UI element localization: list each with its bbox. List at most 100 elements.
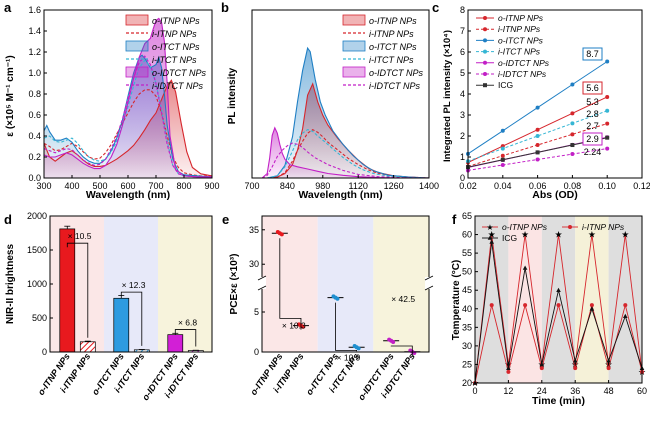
ratio-bracket	[335, 302, 358, 352]
y-tick-label: 35	[249, 225, 259, 235]
x-tick-label: 1400	[419, 181, 439, 191]
y-tick-label: 0.8	[28, 89, 41, 99]
data-point	[500, 146, 505, 151]
y-tick-label: 0	[460, 173, 465, 183]
data-point	[570, 152, 575, 157]
y-tick-label: 0	[42, 347, 47, 357]
legend-label: i-IDTCT NPs	[498, 69, 547, 79]
group-band	[317, 216, 374, 352]
data-point	[506, 369, 511, 374]
legend-label: o-IDTCT NPs	[498, 58, 550, 68]
legend-label: o-ITNP NPs	[498, 13, 544, 23]
data-point: ★	[521, 230, 529, 240]
data-point	[570, 111, 575, 116]
data-point	[605, 121, 610, 126]
ratio-bracket	[174, 329, 197, 347]
panel-label: b	[221, 0, 229, 15]
x-tick-label: 24	[537, 386, 547, 396]
time-band	[541, 216, 576, 383]
data-point: ★	[488, 230, 496, 240]
data-point	[589, 306, 595, 311]
x-tick-label: 300	[36, 181, 51, 191]
data-point: ★	[554, 230, 562, 240]
x-tick-label: 1120	[349, 181, 368, 191]
legend-label: ICG	[498, 80, 513, 90]
y-tick-label: 1.0	[28, 68, 41, 78]
ratio-bracket	[66, 242, 89, 338]
y-tick-label: 30	[462, 341, 472, 351]
panel-label: d	[4, 212, 12, 227]
plot-frame	[467, 9, 643, 179]
y-axis-label: Integrated PL intensity (×10⁴)	[442, 30, 453, 162]
legend-swatch	[342, 66, 366, 78]
x-tick-label: 48	[604, 386, 614, 396]
y-tick-label: 4	[460, 89, 465, 99]
x-tick-label: 36	[570, 386, 580, 396]
y-tick-label: 35	[462, 322, 472, 332]
data-point	[605, 135, 610, 140]
x-tick-label: 0.12	[633, 181, 650, 191]
data-point	[606, 358, 611, 363]
time-band	[608, 216, 642, 383]
legend-marker	[483, 27, 487, 32]
y-axis-label: ε (×10⁵ M⁻¹ cm⁻¹)	[5, 55, 16, 136]
bar	[113, 297, 130, 353]
legend-label: i-ITNP NPs	[152, 29, 197, 39]
x-axis-label: Wavelength (nm)	[86, 189, 170, 201]
data-point	[335, 296, 340, 301]
legend-label: o-IDTCT NPs	[152, 68, 207, 78]
legend-swatch	[125, 66, 149, 78]
y-tick-label: 1000	[27, 279, 47, 289]
group-band	[373, 216, 429, 352]
panel-d: × 10.5× 12.3× 6.80500100015002000o-ITNP …	[4, 211, 213, 402]
y-tick-label: 500	[32, 313, 47, 323]
y-tick-label: 1	[460, 152, 465, 162]
legend-label: o-ITNP NPs	[502, 222, 548, 232]
time-band	[575, 216, 609, 383]
x-tick-label: 0.06	[529, 181, 547, 191]
data-point	[570, 121, 575, 126]
x-tick-label: 0.04	[494, 181, 512, 191]
data-point	[489, 239, 494, 244]
slope-label: 2.9	[586, 134, 599, 144]
y-axis-label: Temperature (°C)	[451, 260, 462, 341]
time-band	[508, 216, 542, 383]
data-point	[605, 94, 610, 99]
data-point	[489, 303, 494, 308]
legend-marker	[483, 16, 487, 20]
x-tick-label: 600	[120, 181, 135, 191]
legend-label: ICG	[502, 233, 517, 243]
y-tick-label: 30	[249, 259, 259, 269]
slope-label: 2.7	[586, 121, 599, 131]
data-point	[535, 143, 540, 148]
data-point	[535, 127, 540, 132]
data-point	[556, 287, 561, 293]
data-point	[589, 303, 594, 308]
data-point	[623, 303, 628, 308]
data-point	[605, 108, 610, 113]
series-line	[43, 55, 212, 178]
data-point	[300, 324, 305, 329]
series-line	[252, 128, 430, 179]
x-tick-label: 12	[503, 386, 513, 396]
y-tick-label: 1.4	[28, 26, 41, 36]
legend-marker	[483, 72, 487, 76]
x-tick-label: 500	[92, 181, 107, 191]
legend-swatch	[342, 14, 366, 26]
legend-marker	[483, 60, 487, 65]
legend-label: o-IDTCT NPs	[369, 68, 424, 78]
x-tick-label: 0.10	[598, 181, 616, 191]
ratio-bracket	[279, 238, 302, 330]
axis-break	[257, 275, 267, 281]
legend-marker	[483, 38, 487, 43]
group-band	[50, 216, 104, 352]
legend-marker	[568, 225, 572, 229]
series-line	[43, 79, 213, 177]
data-point	[523, 303, 528, 308]
data-point	[605, 59, 610, 64]
data-point: ★	[571, 359, 579, 369]
y-tick-label: 3	[460, 110, 465, 120]
bar	[79, 341, 96, 353]
data-point	[606, 366, 611, 371]
bar	[167, 334, 184, 353]
